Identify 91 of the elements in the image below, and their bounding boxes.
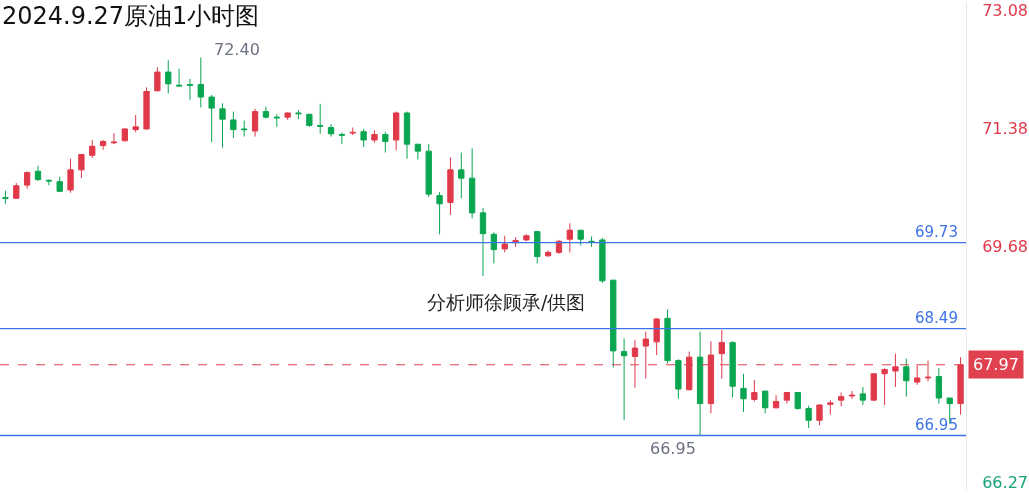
- candlestick: [881, 367, 888, 406]
- candlestick: [729, 340, 736, 398]
- candlestick: [143, 86, 150, 131]
- candlestick: [523, 233, 530, 242]
- candlestick: [468, 147, 476, 219]
- candlestick: [393, 111, 400, 151]
- candlestick: [121, 127, 128, 142]
- candlestick: [805, 405, 812, 429]
- candlestick: [349, 127, 356, 136]
- annotation: 72.40: [214, 40, 260, 59]
- candlestick: [382, 131, 389, 154]
- candlestick: [45, 179, 52, 186]
- candlestick: [436, 191, 443, 235]
- annotation: 分析师徐顾承/供图: [427, 291, 586, 313]
- y-tick-label: 69.68: [982, 236, 1029, 256]
- candlestick: [740, 373, 747, 413]
- candlestick: [599, 237, 606, 284]
- candlestick: [696, 330, 704, 437]
- ref-line-label: 66.95: [915, 416, 958, 434]
- candlestick: [230, 111, 237, 139]
- candlestick: [2, 190, 9, 205]
- candlestick: [892, 353, 899, 388]
- candlestick: [360, 128, 367, 148]
- candlestick: [89, 139, 96, 159]
- candlestick: [566, 222, 573, 253]
- ref-line-label: 69.73: [915, 223, 958, 241]
- candlestick: [772, 394, 780, 409]
- candlestick: [338, 131, 346, 145]
- candlestick: [620, 337, 628, 421]
- candlestick: [154, 66, 161, 92]
- candlestick: [165, 59, 172, 95]
- candlestick: [762, 390, 769, 414]
- candlestick: [110, 132, 118, 145]
- candlestick: [284, 111, 291, 121]
- candlestick: [186, 78, 194, 101]
- candlestick: [816, 403, 823, 426]
- candlestick: [490, 231, 498, 264]
- candlestick: [241, 120, 248, 138]
- candlestick: [327, 123, 335, 138]
- ref-line-label: 68.49: [915, 309, 958, 327]
- candlestick: [838, 392, 845, 407]
- candlestick: [794, 391, 801, 411]
- y-tick-label: 66.27: [982, 473, 1029, 493]
- candlestick: [403, 111, 411, 160]
- candlestick: [577, 229, 584, 246]
- chart-title: 2024.9.27原油1小时图: [1, 2, 260, 31]
- candlestick: [67, 158, 74, 194]
- candlestick: [262, 106, 270, 120]
- candlestick: [783, 391, 791, 405]
- candlestick: [425, 143, 432, 198]
- candlestick: [273, 113, 280, 128]
- candlestick: [197, 56, 204, 108]
- candlestick: [588, 235, 595, 248]
- candlestick: [414, 143, 422, 160]
- candlestick: [219, 102, 226, 149]
- candlestick: [23, 170, 31, 190]
- candlestick: [501, 235, 508, 253]
- candlestick: [458, 152, 465, 199]
- ref-line-label: 67.97: [973, 355, 1019, 374]
- annotation: 66.95: [650, 439, 696, 458]
- candlestick: [903, 358, 910, 398]
- candlestick: [99, 139, 107, 151]
- candlestick: [859, 386, 867, 406]
- candlestick: [935, 367, 943, 405]
- candlestick: [317, 103, 324, 135]
- candlestick: [664, 308, 671, 364]
- candlestick: [295, 109, 302, 120]
- candlestick: [479, 207, 487, 277]
- y-tick-label: 71.38: [982, 118, 1029, 138]
- candlestick: [132, 114, 139, 133]
- candlestick: [675, 358, 682, 400]
- candlestick: [544, 249, 552, 258]
- candlestick: [653, 317, 660, 356]
- candlestick: [848, 390, 856, 400]
- candlestick: [208, 94, 215, 143]
- candlestick: [642, 330, 649, 380]
- candlestick: [175, 68, 183, 88]
- candlestick: [447, 156, 454, 216]
- y-tick-label: 73.08: [982, 0, 1029, 20]
- candlestick: [827, 399, 834, 416]
- candlestick: [534, 231, 541, 264]
- candlestick: [610, 279, 617, 369]
- candlestick: [78, 153, 85, 179]
- candlestick: [251, 108, 259, 138]
- candlestick: [56, 176, 63, 193]
- candlestick: [870, 372, 877, 402]
- candlestick: [34, 165, 42, 182]
- candlestick: [751, 379, 758, 403]
- candlestick: [371, 129, 378, 144]
- candlestick: [13, 182, 20, 200]
- candlestick: [306, 113, 313, 128]
